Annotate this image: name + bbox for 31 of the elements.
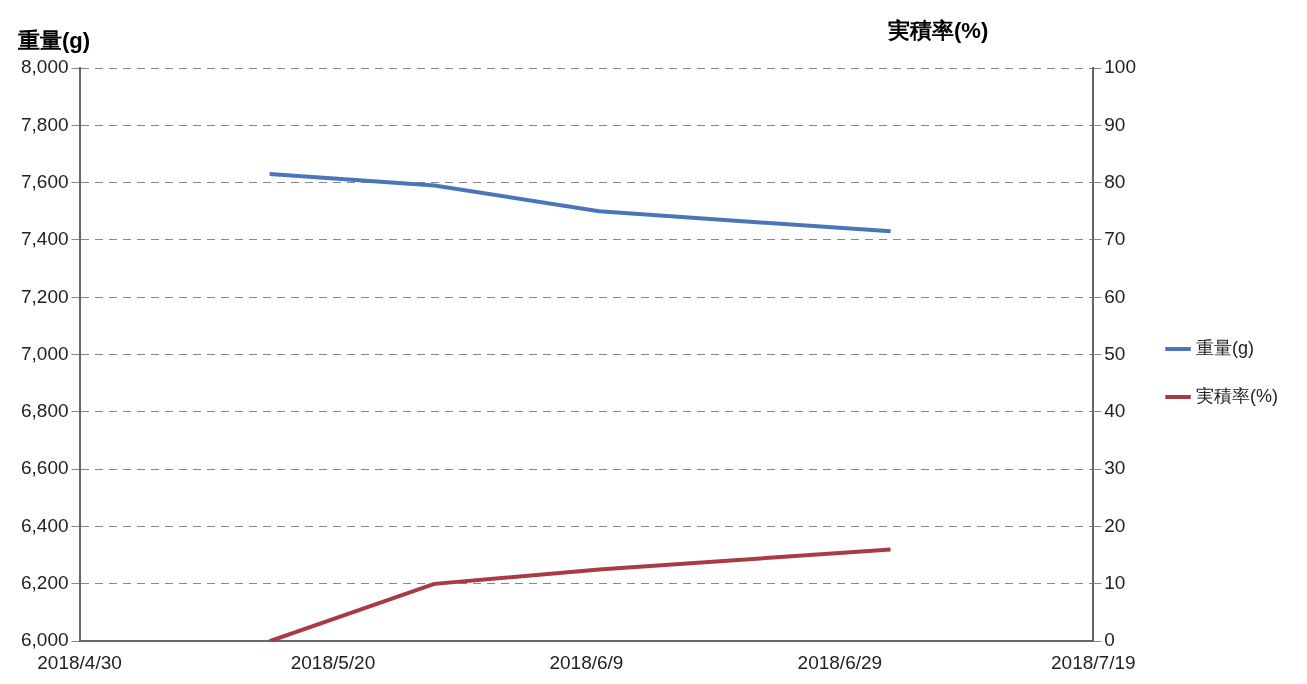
y-tick-label: 7,000 [21,342,69,364]
x-tick-label: 2018/6/9 [549,651,624,673]
y2-tick-label: 90 [1104,113,1126,135]
x-tick-label: 2018/4/30 [37,651,122,673]
y2-tick-label: 10 [1104,572,1126,594]
legend-label: 実積率(%) [1196,385,1279,406]
legend-label: 重量(g) [1196,337,1255,358]
y2-tick-label: 80 [1104,170,1126,192]
y-tick-label: 7,200 [21,285,69,307]
y-tick-label: 6,600 [21,457,69,479]
y2-tick-label: 100 [1104,56,1137,78]
y-axis-title: 重量(g) [18,27,91,55]
y2-tick-label: 0 [1104,629,1115,651]
y-tick-label: 8,000 [21,56,69,78]
y-tick-label: 7,600 [21,170,69,192]
y2-tick-label: 30 [1104,457,1126,479]
x-tick-label: 2018/6/29 [797,651,883,673]
y2-tick-label: 70 [1104,228,1126,250]
y-tick-label: 6,400 [21,514,69,536]
y2-axis-title: 実積率(%) [888,17,989,45]
y2-tick-label: 20 [1104,514,1126,536]
y-tick-label: 6,200 [21,572,69,594]
y-tick-label: 7,400 [21,228,69,250]
y2-tick-label: 40 [1104,400,1126,422]
x-tick-label: 2018/7/19 [1051,651,1136,673]
y-tick-label: 6,800 [21,400,69,422]
y-tick-label: 7,800 [21,113,69,135]
y-tick-label: 6,000 [21,629,69,651]
y2-tick-label: 60 [1104,285,1126,307]
x-tick-label: 2018/5/20 [290,651,376,673]
y2-tick-label: 50 [1104,342,1126,364]
